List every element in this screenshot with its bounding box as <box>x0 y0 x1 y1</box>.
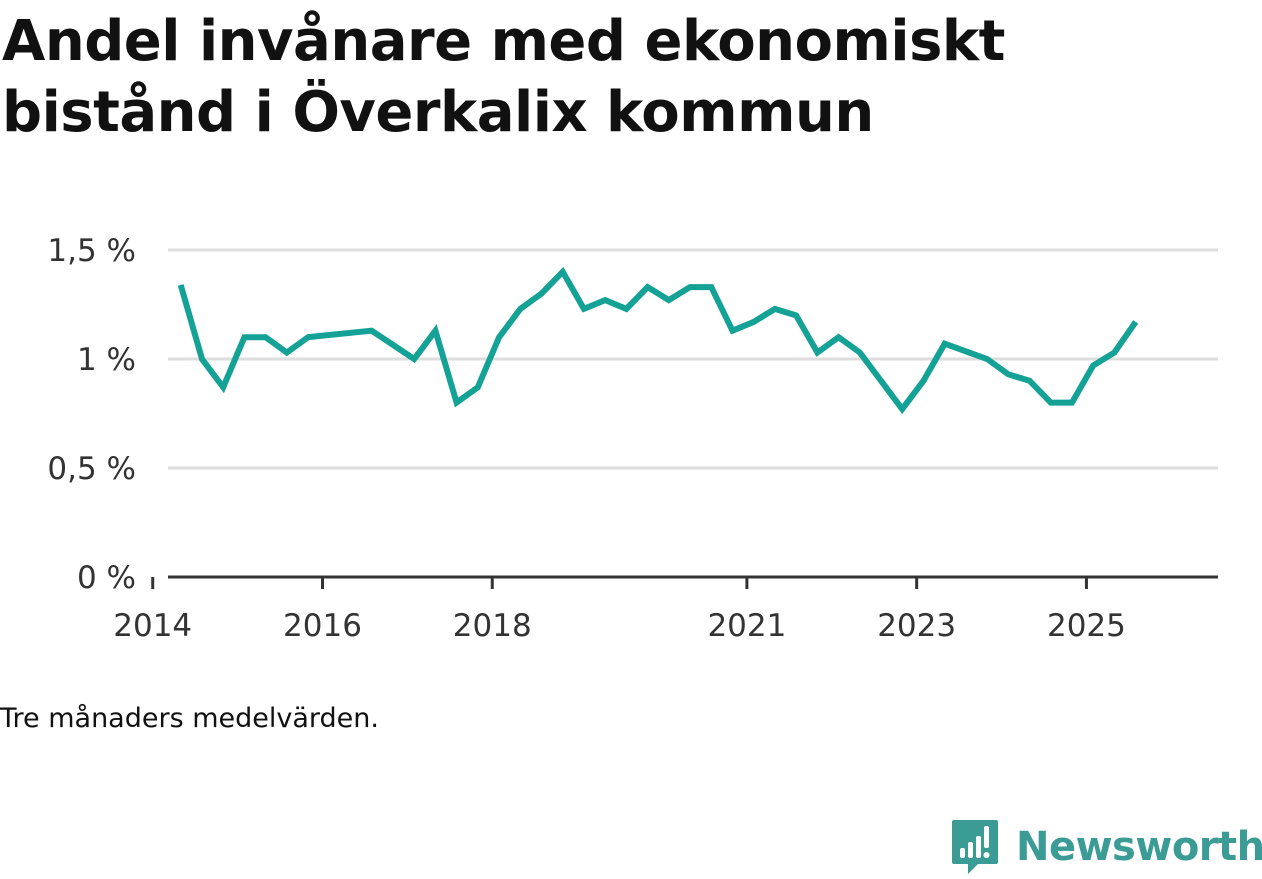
brand-name: Newsworthy <box>1016 824 1262 870</box>
data-point-0-4 <box>263 334 269 340</box>
data-point-0-34 <box>1005 371 1011 377</box>
data-point-0-18 <box>623 306 629 312</box>
data-point-0-14 <box>538 291 544 297</box>
data-point-0-20 <box>666 297 672 303</box>
data-point-0-30 <box>899 406 905 412</box>
y-tick-label-1: 0,5 % <box>47 451 136 487</box>
data-point-0-22 <box>708 284 714 290</box>
data-point-0-24 <box>751 319 757 325</box>
x-tick-label-4: 2023 <box>877 608 956 644</box>
data-point-0-0 <box>178 282 184 288</box>
data-point-0-31 <box>920 378 926 384</box>
data-point-0-39 <box>1111 349 1117 355</box>
data-point-0-38 <box>1090 363 1096 369</box>
y-tick-label-0: 0 % <box>77 560 136 596</box>
data-point-0-2 <box>220 384 226 390</box>
data-point-0-25 <box>772 306 778 312</box>
data-point-0-7 <box>369 328 375 334</box>
data-point-0-10 <box>454 400 460 406</box>
data-point-0-33 <box>984 356 990 362</box>
grid-lines <box>168 248 1218 470</box>
data-point-0-9 <box>432 328 438 334</box>
data-point-0-28 <box>836 334 842 340</box>
y-axis-tick-labels: 0 % 0,5 % 1 % 1,5 % <box>47 233 136 596</box>
chart-title-line-2: bistånd i Överkalix kommun <box>2 80 874 145</box>
brand-logo[interactable]: Newsworthy <box>950 818 1262 876</box>
newsworthy-logo-icon <box>952 820 998 874</box>
data-point-0-36 <box>1048 400 1054 406</box>
data-point-0-37 <box>1069 400 1075 406</box>
data-point-0-5 <box>284 349 290 355</box>
data-point-0-1 <box>199 356 205 362</box>
x-tick-label-0: 2014 <box>113 608 192 644</box>
data-point-0-23 <box>729 328 735 334</box>
chart-title: Andel invånare med ekonomiskt bistånd i … <box>2 6 1222 148</box>
data-point-0-3 <box>241 334 247 340</box>
data-point-0-13 <box>517 306 523 312</box>
data-point-0-29 <box>857 349 863 355</box>
data-point-0-40 <box>1133 319 1139 325</box>
data-point-0-27 <box>814 349 820 355</box>
data-point-0-8 <box>411 356 417 362</box>
series-line-0 <box>177 266 1139 415</box>
y-tick-label-2: 1 % <box>77 342 136 378</box>
chart-caption: Tre månaders medelvärden. <box>0 703 379 734</box>
data-point-0-32 <box>942 341 948 347</box>
data-point-0-17 <box>602 297 608 303</box>
x-tick-label-1: 2016 <box>283 608 362 644</box>
y-tick-label-3: 1,5 % <box>47 233 136 269</box>
data-point-0-26 <box>793 312 799 318</box>
x-tick-label-5: 2025 <box>1047 608 1126 644</box>
data-point-0-16 <box>581 306 587 312</box>
series-layer <box>177 266 1139 415</box>
x-axis: 2014 2016 2018 2021 2023 2025 <box>113 575 1218 644</box>
data-point-0-35 <box>1027 378 1033 384</box>
data-point-0-21 <box>687 284 693 290</box>
data-point-0-19 <box>645 284 651 290</box>
x-tick-label-2: 2018 <box>453 608 532 644</box>
x-tick-label-3: 2021 <box>707 608 786 644</box>
data-point-0-12 <box>496 334 502 340</box>
chart-title-line-1: Andel invånare med ekonomiskt <box>2 9 1005 74</box>
data-point-0-6 <box>305 334 311 340</box>
data-point-0-11 <box>475 384 481 390</box>
data-point-0-15 <box>560 269 566 275</box>
